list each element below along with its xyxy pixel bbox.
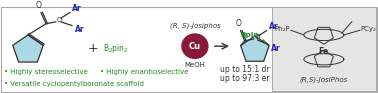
Text: O: O (57, 17, 63, 23)
Text: +: + (88, 42, 98, 55)
Text: O: O (36, 1, 42, 10)
Text: (R, S)-Josiphos: (R, S)-Josiphos (169, 22, 220, 29)
Circle shape (182, 34, 208, 58)
Text: (R,S)-JosiPhos: (R,S)-JosiPhos (300, 77, 348, 83)
Text: up to 15:1 dr: up to 15:1 dr (220, 65, 270, 74)
Text: Ph₂P: Ph₂P (274, 26, 290, 32)
Text: • Highly stereoselective: • Highly stereoselective (4, 69, 88, 75)
Text: • Highly enantioselective: • Highly enantioselective (100, 69, 188, 75)
Text: O: O (235, 19, 242, 28)
Text: Ar: Ar (75, 25, 85, 34)
Text: Ar: Ar (271, 44, 280, 53)
FancyBboxPatch shape (1, 7, 377, 92)
Text: O: O (255, 34, 260, 40)
FancyBboxPatch shape (272, 7, 376, 91)
Text: PCy₂: PCy₂ (360, 26, 376, 32)
Text: Ar: Ar (269, 22, 278, 31)
Polygon shape (241, 36, 269, 61)
Text: up to 97:3 er: up to 97:3 er (220, 74, 270, 83)
Text: Ar: Ar (72, 4, 82, 13)
Text: MeOH: MeOH (184, 62, 205, 68)
Text: Fe: Fe (319, 47, 329, 56)
Text: Bpin: Bpin (241, 32, 259, 38)
Text: B$_2$pin$_2$: B$_2$pin$_2$ (103, 42, 129, 55)
Polygon shape (13, 35, 43, 62)
Text: • Versatile cyclopentylboronate scaffold: • Versatile cyclopentylboronate scaffold (4, 81, 144, 87)
Text: Cu: Cu (189, 42, 201, 51)
